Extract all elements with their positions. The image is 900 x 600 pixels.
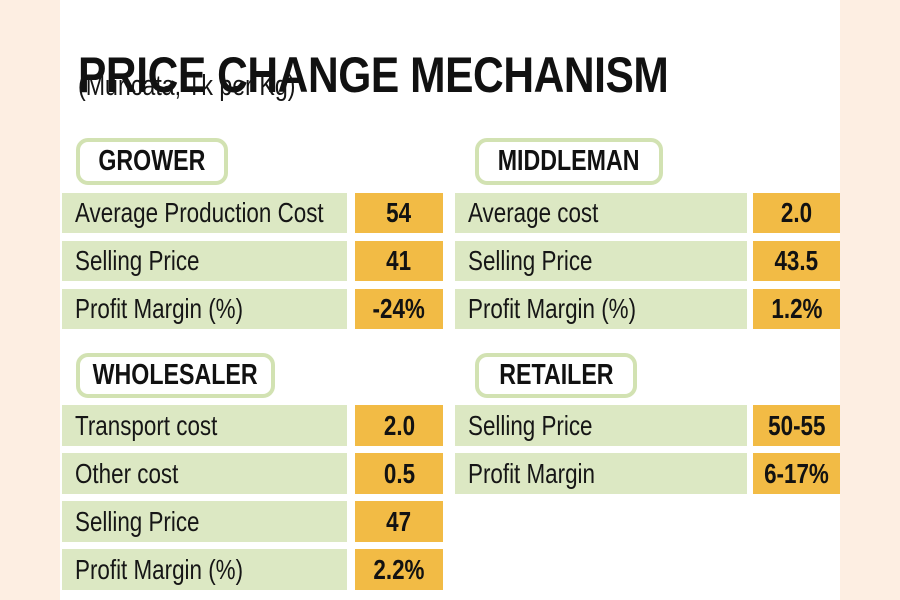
table-middleman: MIDDLEMAN Average cost 2.0 Selling Price… — [455, 138, 840, 329]
table-wholesaler-header: WHOLESALER — [76, 353, 275, 398]
table-middleman-header: MIDDLEMAN — [475, 138, 663, 185]
row-label: Average cost — [455, 193, 747, 233]
row-label: Profit Margin (%) — [62, 549, 347, 590]
row-label: Selling Price — [455, 241, 747, 281]
table-row: Average Production Cost 54 — [62, 193, 443, 233]
row-value: 2.2% — [355, 549, 443, 590]
table-row: Selling Price 47 — [62, 501, 443, 542]
table-retailer-header-label: RETAILER — [498, 359, 614, 391]
table-retailer-header: RETAILER — [475, 353, 637, 398]
table-row: Selling Price 43.5 — [455, 241, 840, 281]
row-label: Other cost — [62, 453, 347, 494]
table-grower-header: GROWER — [76, 138, 228, 185]
row-label: Transport cost — [62, 405, 347, 446]
table-row: Other cost 0.5 — [62, 453, 443, 494]
table-middleman-header-label: MIDDLEMAN — [498, 145, 640, 177]
row-label: Selling Price — [62, 501, 347, 542]
row-value: 0.5 — [355, 453, 443, 494]
table-grower: GROWER Average Production Cost 54 Sellin… — [62, 138, 443, 329]
row-value: -24% — [355, 289, 443, 329]
table-row: Transport cost 2.0 — [62, 405, 443, 446]
row-label: Profit Margin — [455, 453, 747, 494]
row-value: 54 — [355, 193, 443, 233]
page-title: PRICE CHANGE MECHANISM — [78, 46, 773, 104]
table-wholesaler: WHOLESALER Transport cost 2.0 Other cost… — [62, 353, 443, 590]
row-value: 50-55 — [753, 405, 840, 446]
table-row: Selling Price 41 — [62, 241, 443, 281]
page-subtitle-text: (Muricata, Tk per Kg) — [78, 70, 296, 102]
table-grower-header-label: GROWER — [98, 145, 206, 177]
row-label: Selling Price — [455, 405, 747, 446]
row-label: Average Production Cost — [62, 193, 347, 233]
table-retailer: RETAILER Selling Price 50-55 Profit Marg… — [455, 353, 840, 494]
row-value: 2.0 — [753, 193, 840, 233]
row-value: 2.0 — [355, 405, 443, 446]
row-label: Profit Margin (%) — [455, 289, 747, 329]
table-row: Profit Margin (%) -24% — [62, 289, 443, 329]
row-label: Profit Margin (%) — [62, 289, 347, 329]
right-margin-strip — [840, 0, 900, 600]
page-subtitle: (Muricata, Tk per Kg) — [78, 70, 350, 103]
table-row: Profit Margin 6-17% — [455, 453, 840, 494]
table-row: Selling Price 50-55 — [455, 405, 840, 446]
left-margin-strip — [0, 0, 60, 600]
page-title-text: PRICE CHANGE MECHANISM — [78, 46, 669, 103]
table-row: Profit Margin (%) 2.2% — [62, 549, 443, 590]
table-row: Profit Margin (%) 1.2% — [455, 289, 840, 329]
table-wholesaler-header-label: WHOLESALER — [93, 359, 258, 391]
row-value: 6-17% — [753, 453, 840, 494]
row-value: 47 — [355, 501, 443, 542]
table-row: Average cost 2.0 — [455, 193, 840, 233]
row-value: 41 — [355, 241, 443, 281]
row-value: 1.2% — [753, 289, 840, 329]
row-label: Selling Price — [62, 241, 347, 281]
row-value: 43.5 — [753, 241, 840, 281]
